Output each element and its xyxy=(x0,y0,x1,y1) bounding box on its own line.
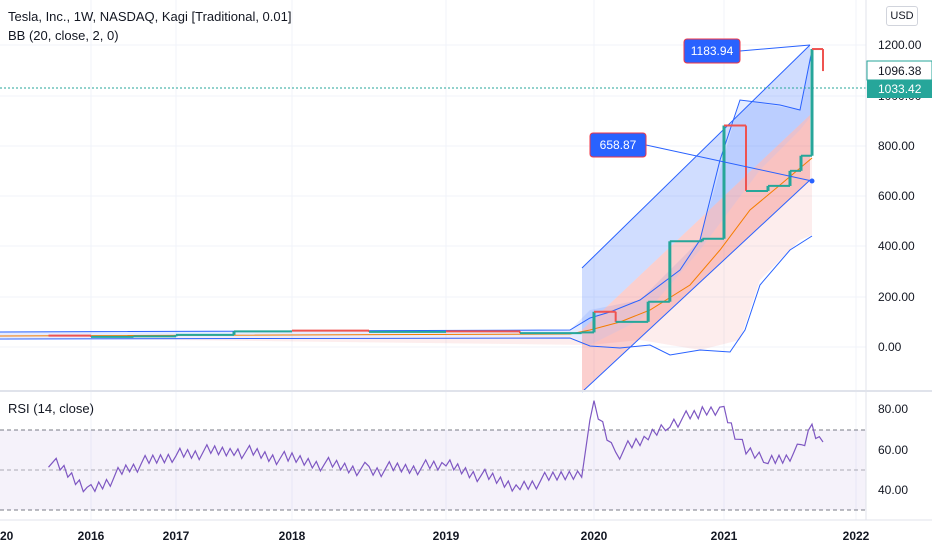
time-axis[interactable]: 20 2016 2017 2018 2019 2020 2021 2022 xyxy=(0,529,870,543)
low-annotation-label[interactable]: 658.87 xyxy=(589,132,647,158)
low-annotation-dot xyxy=(809,178,815,184)
time-tick: 2016 xyxy=(78,529,105,543)
channel-line-bottom xyxy=(581,179,811,393)
time-tick: 2020 xyxy=(581,529,608,543)
currency-button[interactable]: USD xyxy=(886,6,918,26)
high-annotation-text: 1183.94 xyxy=(691,44,734,58)
close-price-tag: 1033.42 xyxy=(867,80,932,98)
rsi-axis[interactable]: 80.00 60.00 40.00 xyxy=(878,402,908,497)
bb-legend[interactable]: BB (20, close, 2, 0) xyxy=(8,28,119,43)
low-annotation-line xyxy=(645,144,813,182)
high-annotation-line xyxy=(739,44,811,52)
price-tick: 800.00 xyxy=(878,139,915,153)
price-tick: 0.00 xyxy=(878,340,902,354)
time-tick: 2018 xyxy=(279,529,306,543)
time-tick: 2022 xyxy=(843,529,870,543)
time-tick: 2021 xyxy=(711,529,738,543)
kagi-series xyxy=(48,48,824,338)
price-tick: 600.00 xyxy=(878,189,915,203)
close-price-text: 1033.42 xyxy=(878,82,922,96)
rsi-tick: 60.00 xyxy=(878,443,908,457)
high-annotation-label[interactable]: 1183.94 xyxy=(683,38,741,64)
time-tick: 20 xyxy=(0,529,14,543)
time-tick: 2017 xyxy=(163,529,190,543)
bb-channel-upper xyxy=(582,45,810,330)
time-tick: 2019 xyxy=(433,529,460,543)
rsi-tick: 40.00 xyxy=(878,483,908,497)
bb-lower-fill xyxy=(0,115,812,350)
rsi-tick: 80.00 xyxy=(878,402,908,416)
price-tick: 1200.00 xyxy=(878,38,922,52)
last-price-text: 1096.38 xyxy=(878,64,922,78)
channel-line-top xyxy=(581,44,811,269)
last-price-tag: 1096.38 xyxy=(866,60,932,81)
bb-lower-line xyxy=(0,235,813,356)
rsi-line xyxy=(48,400,824,493)
chart-title[interactable]: Tesla, Inc., 1W, NASDAQ, Kagi [Tradition… xyxy=(8,9,291,24)
rsi-legend[interactable]: RSI (14, close) xyxy=(8,401,94,416)
bb-upper-line xyxy=(0,49,813,333)
price-tick: 400.00 xyxy=(878,239,915,253)
low-annotation-text: 658.87 xyxy=(600,138,637,152)
price-tick: 200.00 xyxy=(878,290,915,304)
